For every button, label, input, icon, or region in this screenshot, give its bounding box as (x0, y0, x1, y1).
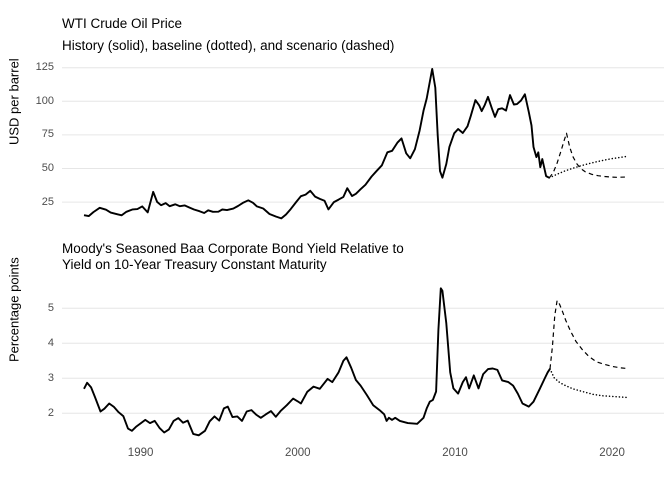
y-tick-label: 50 (41, 162, 54, 174)
spread-chart-title: Moody's Seasoned Baa Corporate Bond Yiel… (62, 241, 404, 272)
x-tick-label: 2020 (599, 447, 625, 459)
y-tick-label: 125 (35, 61, 54, 74)
oil-chart-title: WTI Crude Oil Price (62, 16, 183, 31)
baseline-line (549, 368, 628, 399)
y-tick-label: 2 (47, 406, 54, 419)
scenario-line (548, 132, 628, 179)
history-line (83, 287, 551, 437)
scenario-line (549, 300, 628, 370)
history-line (83, 67, 550, 220)
x-tick-label: 1990 (127, 447, 154, 459)
y-tick-label: 100 (35, 94, 54, 107)
spread-chart-title-line2: Yield on 10-Year Treasury Constant Matur… (62, 256, 327, 272)
y-tick-label: 5 (47, 301, 54, 314)
y-tick-label: 25 (41, 195, 54, 208)
baseline-line (548, 155, 628, 179)
y-tick-label: 75 (41, 128, 54, 141)
spread-chart-title-line1: Moody's Seasoned Baa Corporate Bond Yiel… (62, 241, 404, 256)
x-tick-label: 2000 (285, 447, 311, 459)
x-tick-label: 2010 (442, 447, 468, 459)
oil-chart-subtitle: History (solid), baseline (dotted), and … (62, 38, 395, 53)
y-tick-label: 4 (47, 336, 54, 349)
y-tick-label: 3 (47, 371, 54, 384)
